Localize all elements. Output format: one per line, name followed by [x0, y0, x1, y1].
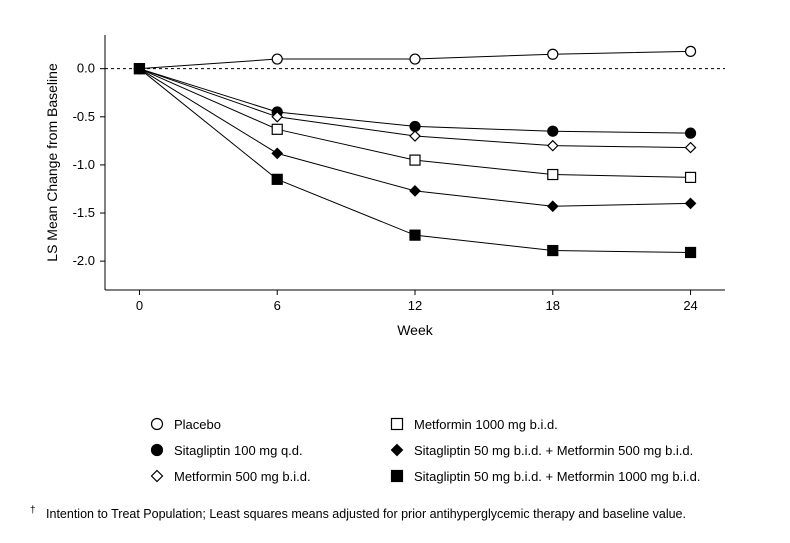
square-marker: [548, 246, 558, 256]
legend-label: Metformin 500 mg b.i.d.: [174, 469, 311, 484]
legend-item: Sitagliptin 50 mg b.i.d. + Metformin 100…: [390, 467, 750, 485]
series: [134, 46, 695, 73]
x-tick-label: 24: [683, 298, 697, 313]
legend-label: Sitagliptin 100 mg q.d.: [174, 443, 303, 458]
square-marker: [134, 64, 144, 74]
legend-item: Metformin 500 mg b.i.d.: [150, 467, 390, 485]
y-tick-label: -0.5: [73, 109, 95, 124]
figure-page: -2.0 -1.5 -1.0 -0.5 0.0 0 6 12 18 24 Week LS Mean C…: [0, 0, 790, 543]
legend-item: Placebo: [150, 415, 390, 433]
legend-item: Sitagliptin 100 mg q.d.: [150, 441, 390, 459]
legend-label: Sitagliptin 50 mg b.i.d. + Metformin 500…: [414, 443, 693, 458]
legend-marker-icon: [150, 443, 164, 457]
legend-marker-icon: [150, 417, 164, 431]
series: [134, 64, 695, 138]
square-marker: [410, 155, 420, 165]
y-tick-label: -2.0: [73, 253, 95, 268]
circle-marker: [548, 126, 558, 136]
x-axis-title: Week: [397, 322, 434, 338]
line-chart: -2.0-1.5-1.0-0.50.006121824WeekLS Mean C…: [95, 30, 735, 340]
legend-marker-icon: [390, 443, 404, 457]
legend: Placebo Sitagliptin 100 mg q.d. Metformin …: [150, 415, 750, 485]
y-tick-label: -1.0: [73, 157, 95, 172]
circle-marker: [410, 121, 420, 131]
legend-marker: [150, 443, 164, 457]
legend-marker: [390, 417, 404, 431]
legend-marker: [390, 443, 404, 457]
x-tick-label: 0: [136, 298, 143, 313]
square-marker: [272, 174, 282, 184]
legend-label: Sitagliptin 50 mg b.i.d. + Metformin 100…: [414, 469, 701, 484]
circle-marker: [410, 54, 420, 64]
square-marker: [686, 247, 696, 257]
square-marker: [548, 170, 558, 180]
footnote-dagger: †: [30, 505, 36, 516]
square-marker: [686, 172, 696, 182]
diamond-marker: [548, 201, 558, 211]
legend-item: Metformin 1000 mg b.i.d.: [390, 415, 750, 433]
y-axis-title: LS Mean Change from Baseline: [44, 63, 60, 262]
legend-label: Placebo: [174, 417, 221, 432]
legend-marker-icon: [150, 469, 164, 483]
circle-marker: [686, 46, 696, 56]
diamond-marker: [686, 143, 696, 153]
series: [134, 64, 695, 153]
diamond-marker: [686, 198, 696, 208]
legend-marker: [390, 469, 404, 483]
circle-marker: [272, 54, 282, 64]
square-marker: [410, 230, 420, 240]
legend-marker: [150, 469, 164, 483]
circle-marker: [548, 49, 558, 59]
square-marker: [272, 124, 282, 134]
diamond-marker: [548, 141, 558, 151]
y-tick-label: -1.5: [73, 205, 95, 220]
x-tick-label: 6: [274, 298, 281, 313]
y-tick-label: 0.0: [77, 61, 95, 76]
x-tick-label: 12: [408, 298, 422, 313]
legend-marker-icon: [390, 469, 404, 483]
footnote-text: Intention to Treat Population; Least squ…: [46, 507, 686, 521]
circle-marker: [686, 128, 696, 138]
diamond-marker: [410, 131, 420, 141]
legend-marker: [150, 417, 164, 431]
legend-marker-icon: [390, 417, 404, 431]
legend-item: Sitagliptin 50 mg b.i.d. + Metformin 500…: [390, 441, 750, 459]
footnote: † Intention to Treat Population; Least s…: [30, 505, 760, 521]
legend-label: Metformin 1000 mg b.i.d.: [414, 417, 558, 432]
x-tick-label: 18: [546, 298, 560, 313]
diamond-marker: [410, 186, 420, 196]
diamond-marker: [272, 148, 282, 158]
